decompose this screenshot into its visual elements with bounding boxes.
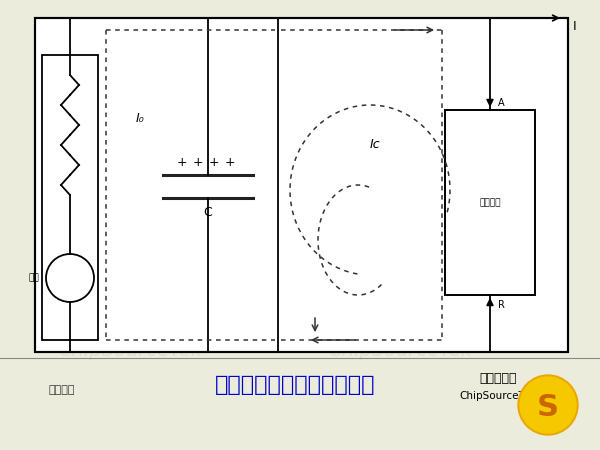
Text: 去耦电路: 去耦电路: [49, 385, 75, 395]
Bar: [42, 55, 98, 340]
Text: 去耦电容和旁路电容的区别: 去耦电容和旁路电容的区别: [215, 375, 375, 395]
Text: C: C: [203, 206, 212, 219]
Bar: [445, 110, 535, 295]
Text: +: +: [193, 156, 203, 168]
Text: +: +: [176, 156, 187, 168]
Text: Iᴄ: Iᴄ: [370, 139, 380, 152]
Text: +: +: [209, 156, 220, 168]
Text: S: S: [245, 97, 375, 273]
Text: 技: 技: [425, 187, 465, 253]
Text: ChipSourceTek: ChipSourceTek: [460, 391, 536, 401]
Text: I₀: I₀: [136, 112, 145, 125]
Text: 石源特科技: 石源特科技: [479, 372, 517, 384]
Circle shape: [195, 60, 425, 290]
Text: R: R: [498, 300, 505, 310]
Text: ChipSourceTek: ChipSourceTek: [328, 341, 472, 360]
Circle shape: [520, 377, 576, 433]
Text: 石: 石: [55, 187, 95, 253]
Text: 科: 科: [332, 187, 372, 253]
Text: 特: 特: [238, 187, 278, 253]
Bar: [35, 18, 568, 352]
Text: ChipSourceTek: ChipSourceTek: [58, 341, 202, 360]
Text: A: A: [498, 98, 505, 108]
Text: S: S: [537, 392, 559, 422]
Text: 源: 源: [145, 187, 185, 253]
Text: 负载容天: 负载容天: [479, 198, 501, 207]
Text: I: I: [573, 20, 577, 33]
Text: 电源: 电源: [28, 274, 39, 283]
Circle shape: [518, 375, 578, 435]
Bar: [0, 358, 600, 450]
Text: +: +: [224, 156, 235, 168]
Bar: [35, 18, 568, 352]
